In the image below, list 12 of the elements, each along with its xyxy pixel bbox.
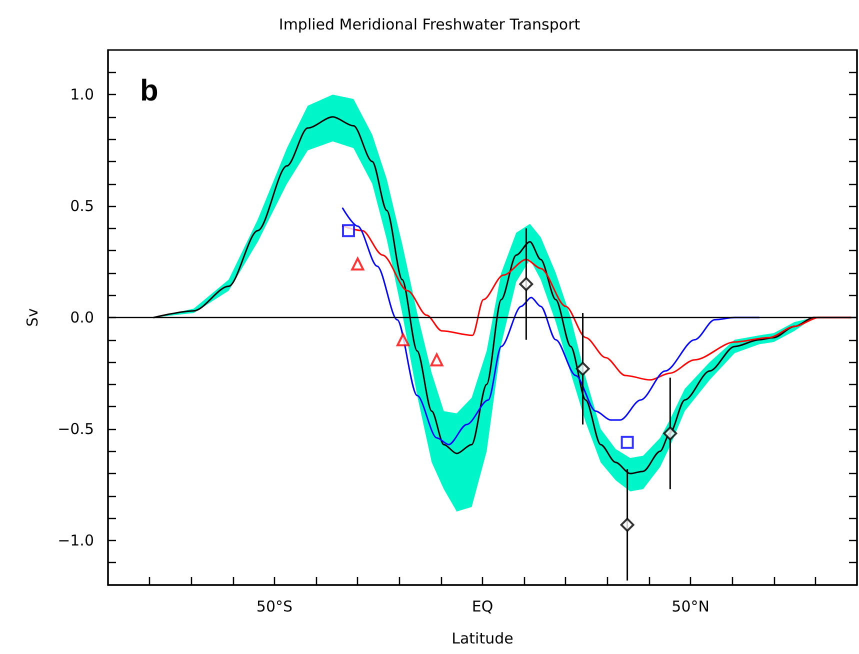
y-tick-label: 0.0 (70, 308, 94, 326)
y-tick-label: 0.5 (70, 197, 94, 216)
x-tick-label: 50°S (256, 598, 292, 616)
x-tick-label: 50°N (672, 598, 710, 616)
y-tick-label: −0.5 (58, 420, 94, 438)
annotation: b (140, 74, 158, 108)
y-tick-label: −1.0 (58, 531, 94, 550)
x-axis-title: Latitude (452, 630, 514, 648)
y-axis-title: Sv (24, 308, 42, 327)
y-tick-label: 1.0 (70, 86, 94, 104)
chart-title: Implied Meridional Freshwater Transport (278, 16, 580, 34)
x-tick-label: EQ (472, 598, 494, 616)
